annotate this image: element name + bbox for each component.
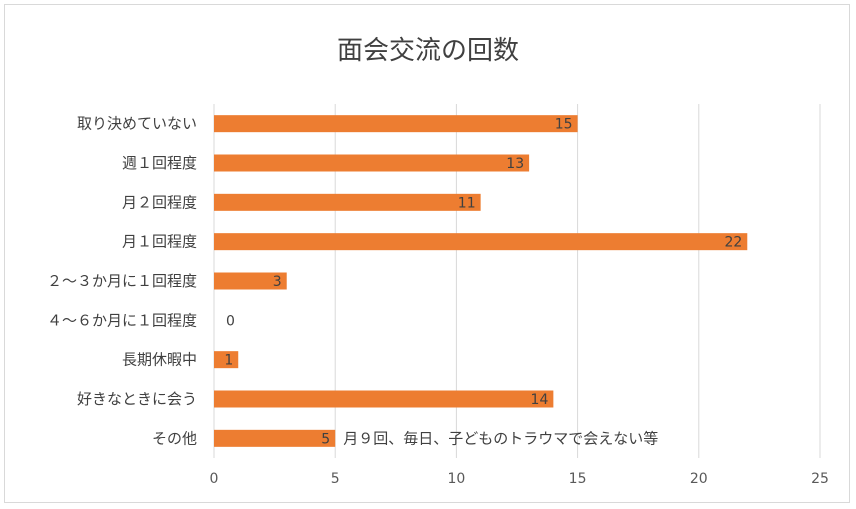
category-label: 月１回程度 (122, 233, 197, 251)
chart-frame (4, 4, 850, 503)
x-tick-label: 15 (569, 471, 587, 487)
data-label: 5 (321, 431, 330, 447)
bar (214, 429, 336, 447)
chart-title: 面会交流の回数 (336, 36, 519, 66)
x-tick-label: 10 (447, 471, 465, 487)
category-label: ４～６か月に１回程度 (47, 311, 197, 329)
category-label: ２～３か月に１回程度 (47, 272, 197, 290)
data-label: 1 (224, 353, 233, 369)
x-tick-label: 20 (690, 471, 708, 487)
bar (214, 390, 554, 408)
category-label: 好きなときに会う (77, 390, 197, 408)
x-tick-label: 25 (811, 471, 829, 487)
data-label: 3 (273, 274, 282, 290)
category-label: 月２回程度 (122, 193, 197, 211)
data-label: 15 (555, 117, 573, 133)
category-label: その他 (152, 429, 197, 447)
bar (214, 193, 481, 211)
bar (214, 272, 287, 290)
data-label: 14 (531, 392, 549, 408)
category-label: 取り決めていない (77, 115, 197, 133)
annotation-label: 月９回、毎日、子どものトラウマで会えない等 (343, 429, 658, 447)
data-label: 11 (458, 195, 476, 211)
bar (214, 154, 530, 172)
data-label: 13 (506, 156, 524, 172)
category-label: 長期休暇中 (122, 351, 197, 369)
x-tick-label: 0 (210, 471, 219, 487)
data-label: 22 (724, 235, 742, 251)
data-label: 0 (226, 313, 235, 329)
x-tick-label: 5 (331, 471, 340, 487)
bar (214, 115, 578, 133)
bar (214, 233, 748, 251)
bar (214, 351, 239, 369)
category-label: 週１回程度 (122, 154, 197, 172)
